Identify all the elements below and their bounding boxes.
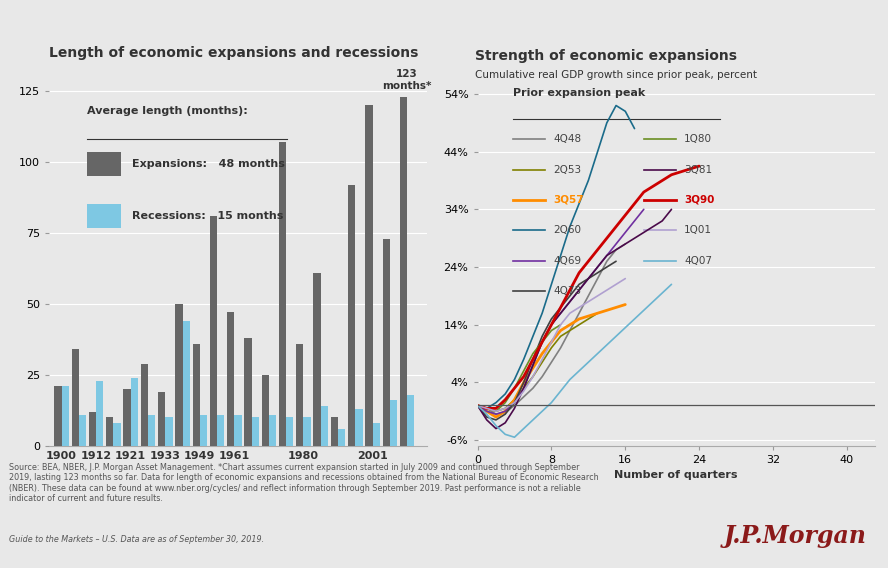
Bar [72,349,79,446]
Bar [123,389,131,446]
Text: 3Q57: 3Q57 [553,195,583,205]
Bar [96,381,103,446]
Text: Length of economic expansions and recessions: Length of economic expansions and recess… [49,45,418,60]
Text: 1Q01: 1Q01 [684,225,712,235]
Text: Expansions:   48 months: Expansions: 48 months [132,159,285,169]
Text: 2Q53: 2Q53 [553,165,581,175]
Text: 4Q07: 4Q07 [684,256,712,266]
Bar [140,364,148,446]
Bar [407,395,415,446]
Text: 4Q73: 4Q73 [553,286,581,296]
Bar [330,417,338,446]
Bar [313,273,321,446]
Bar [244,338,251,446]
X-axis label: Number of quarters: Number of quarters [614,470,738,481]
Bar [227,312,234,446]
Bar [234,415,242,446]
Text: Source: BEA, NBER, J.P. Morgan Asset Management. *Chart assumes current expansio: Source: BEA, NBER, J.P. Morgan Asset Man… [9,463,599,503]
Text: Average length (months):: Average length (months): [87,106,248,116]
Bar [79,415,86,446]
Bar [365,105,373,446]
Bar [269,415,276,446]
Text: 1Q80: 1Q80 [684,135,712,144]
Bar [297,344,304,446]
Bar [217,415,225,446]
FancyBboxPatch shape [87,204,121,228]
Bar [200,415,207,446]
Bar [355,409,362,446]
Bar [400,97,407,446]
Bar [183,321,190,446]
Bar [286,417,293,446]
Bar [165,417,172,446]
Bar [175,304,183,446]
Bar [148,415,155,446]
Text: J.P.Morgan: J.P.Morgan [724,524,866,548]
Text: Guide to the Markets – U.S. Data are as of September 30, 2019.: Guide to the Markets – U.S. Data are as … [9,535,264,544]
Bar [89,412,96,446]
Text: Cumulative real GDP growth since prior peak, percent: Cumulative real GDP growth since prior p… [475,70,757,81]
Bar [61,386,69,446]
Bar [279,142,286,446]
Bar [304,417,311,446]
Bar [158,392,165,446]
Text: 4Q48: 4Q48 [553,135,581,144]
Bar [114,423,121,446]
Bar [251,417,259,446]
FancyBboxPatch shape [87,152,121,176]
Bar [107,417,114,446]
Bar [131,378,138,446]
Bar [373,423,380,446]
Text: Prior expansion peak: Prior expansion peak [513,87,646,98]
Bar [210,216,217,446]
Text: Recessions:   15 months: Recessions: 15 months [132,211,283,221]
Bar [348,185,355,446]
Bar [262,375,269,446]
Text: 123
months*: 123 months* [383,69,432,91]
Bar [338,429,345,446]
Text: 2Q60: 2Q60 [553,225,581,235]
Text: 3Q90: 3Q90 [684,195,715,205]
Bar [54,386,61,446]
Text: 4Q69: 4Q69 [553,256,581,266]
Bar [321,406,328,446]
Bar [390,400,397,446]
Bar [193,344,200,446]
Text: 3Q81: 3Q81 [684,165,712,175]
Text: Strength of economic expansions: Strength of economic expansions [475,49,737,62]
Bar [383,239,390,446]
